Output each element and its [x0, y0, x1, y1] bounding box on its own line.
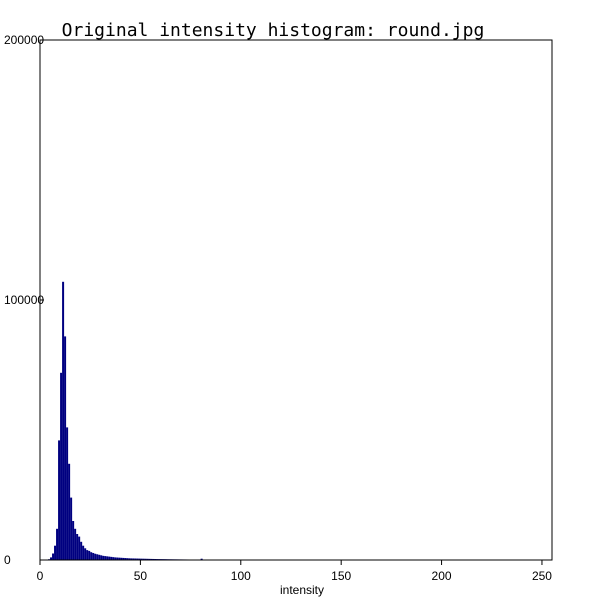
histogram-bar: [142, 558, 145, 560]
histogram-bar: [76, 534, 79, 560]
histogram-bar: [94, 553, 97, 560]
histogram-bar: [110, 556, 113, 560]
histogram-bar: [60, 372, 63, 560]
y-tick-label: 200000: [4, 33, 44, 47]
histogram-bar: [140, 558, 143, 560]
x-tick-label: 100: [231, 569, 251, 583]
histogram-bar: [126, 558, 129, 560]
histogram-bar: [78, 536, 81, 560]
x-tick-label: 0: [37, 569, 44, 583]
histogram-bar: [86, 550, 89, 560]
histogram-bar: [116, 557, 119, 560]
histogram-bar: [84, 548, 87, 560]
histogram-bar: [128, 558, 131, 560]
histogram-bar: [136, 558, 139, 560]
histogram-bar: [62, 281, 65, 560]
histogram-bar: [102, 555, 105, 560]
histogram-bar: [88, 550, 91, 560]
histogram-bar: [150, 558, 153, 560]
histogram-bar: [74, 528, 77, 560]
x-axis-ticks: 0 50 100 150 200 250: [37, 560, 552, 583]
x-axis-label: intensity: [280, 583, 324, 597]
histogram-bar: [72, 521, 75, 560]
histogram-bar: [90, 552, 93, 560]
y-tick-label: 0: [4, 553, 11, 567]
histogram-bar: [100, 555, 103, 560]
histogram-bar: [200, 558, 203, 560]
histogram-bar: [92, 552, 95, 560]
histogram-bar: [54, 545, 57, 560]
histogram-bar: [108, 556, 111, 560]
y-tick-label: 100000: [4, 293, 44, 307]
x-tick-label: 150: [331, 569, 351, 583]
histogram-bar: [70, 497, 73, 560]
histogram-bar: [106, 556, 109, 560]
histogram-bar: [122, 557, 125, 560]
histogram-bar: [64, 336, 67, 560]
histogram-bar: [118, 557, 121, 560]
histogram-bar: [146, 558, 149, 560]
histogram-bar: [58, 440, 61, 560]
histogram-bar: [80, 541, 83, 560]
y-axis-ticks: 0 100000 200000: [4, 33, 44, 567]
histogram-bar: [124, 558, 127, 560]
histogram-bar: [138, 558, 141, 560]
x-tick-label: 250: [532, 569, 552, 583]
histogram-bar: [152, 558, 155, 560]
histogram-bar: [98, 554, 101, 560]
histogram-bar: [132, 558, 135, 560]
histogram-bar: [66, 427, 69, 560]
x-tick-label: 200: [432, 569, 452, 583]
histogram-bar: [112, 557, 115, 560]
histogram-bar: [144, 558, 147, 560]
histogram-bar: [52, 553, 55, 560]
histogram-bar: [104, 556, 107, 560]
x-tick-label: 50: [134, 569, 148, 583]
histogram-bar: [114, 557, 117, 560]
histogram-bar: [148, 558, 151, 560]
histogram-bar: [130, 558, 133, 560]
histogram-bar: [50, 557, 53, 560]
chart-title: Original intensity histogram: round.jpg: [62, 20, 485, 41]
histogram-bar: [120, 557, 123, 560]
histogram-bar: [56, 528, 59, 560]
histogram-bar: [82, 545, 85, 560]
histogram-bar: [68, 463, 71, 560]
histogram-bar: [134, 558, 137, 560]
histogram-bar: [96, 554, 99, 560]
